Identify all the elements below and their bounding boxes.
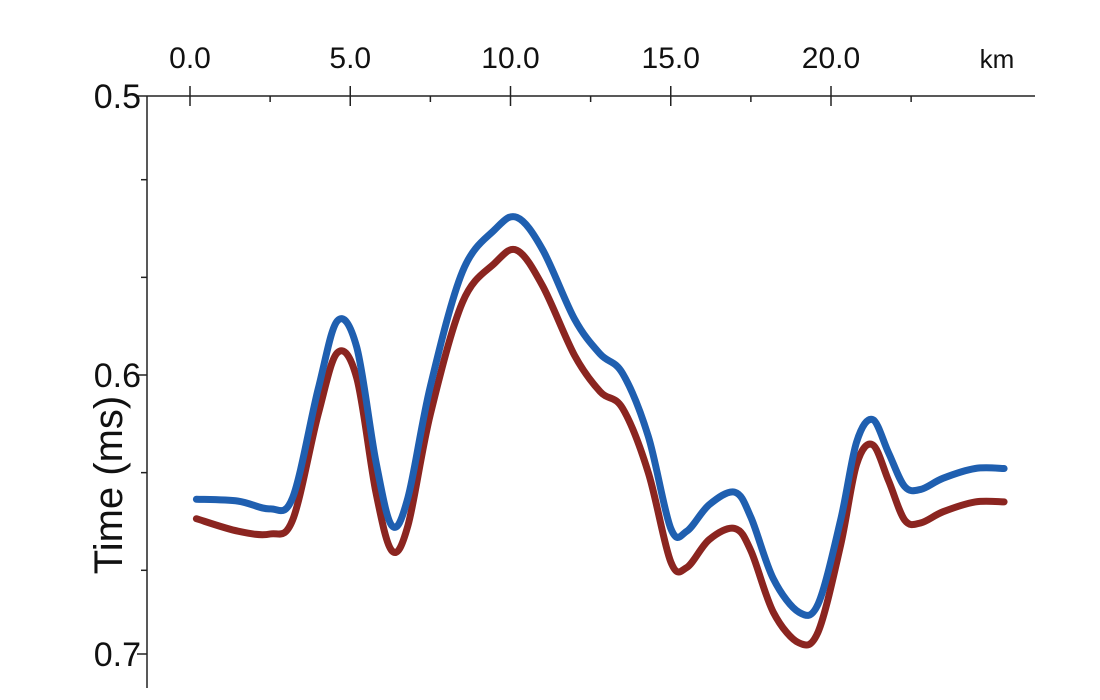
x-axis-ticks: 0.0 5.0 10.0 15.0 20.0 — [169, 42, 912, 106]
x-tick-label: 20.0 — [802, 42, 860, 75]
x-tick-label: 15.0 — [642, 42, 700, 75]
series-group — [192, 213, 1008, 649]
y-tick-label: 0.7 — [94, 636, 141, 674]
x-axis-unit-label: km — [980, 44, 1015, 74]
x-tick-label: 5.0 — [329, 42, 371, 75]
x-tick-label: 0.0 — [169, 42, 211, 75]
series-line-red — [192, 245, 1008, 649]
axes — [146, 95, 1035, 688]
y-tick-label: 0.5 — [94, 78, 141, 116]
series-line-blue — [192, 213, 1008, 619]
y-tick-label: 0.6 — [94, 357, 141, 395]
x-tick-label: 10.0 — [481, 42, 539, 75]
y-axis-title: Time (ms) — [87, 396, 131, 574]
y-axis-ticks: 0.5 0.6 0.7 — [94, 78, 147, 674]
